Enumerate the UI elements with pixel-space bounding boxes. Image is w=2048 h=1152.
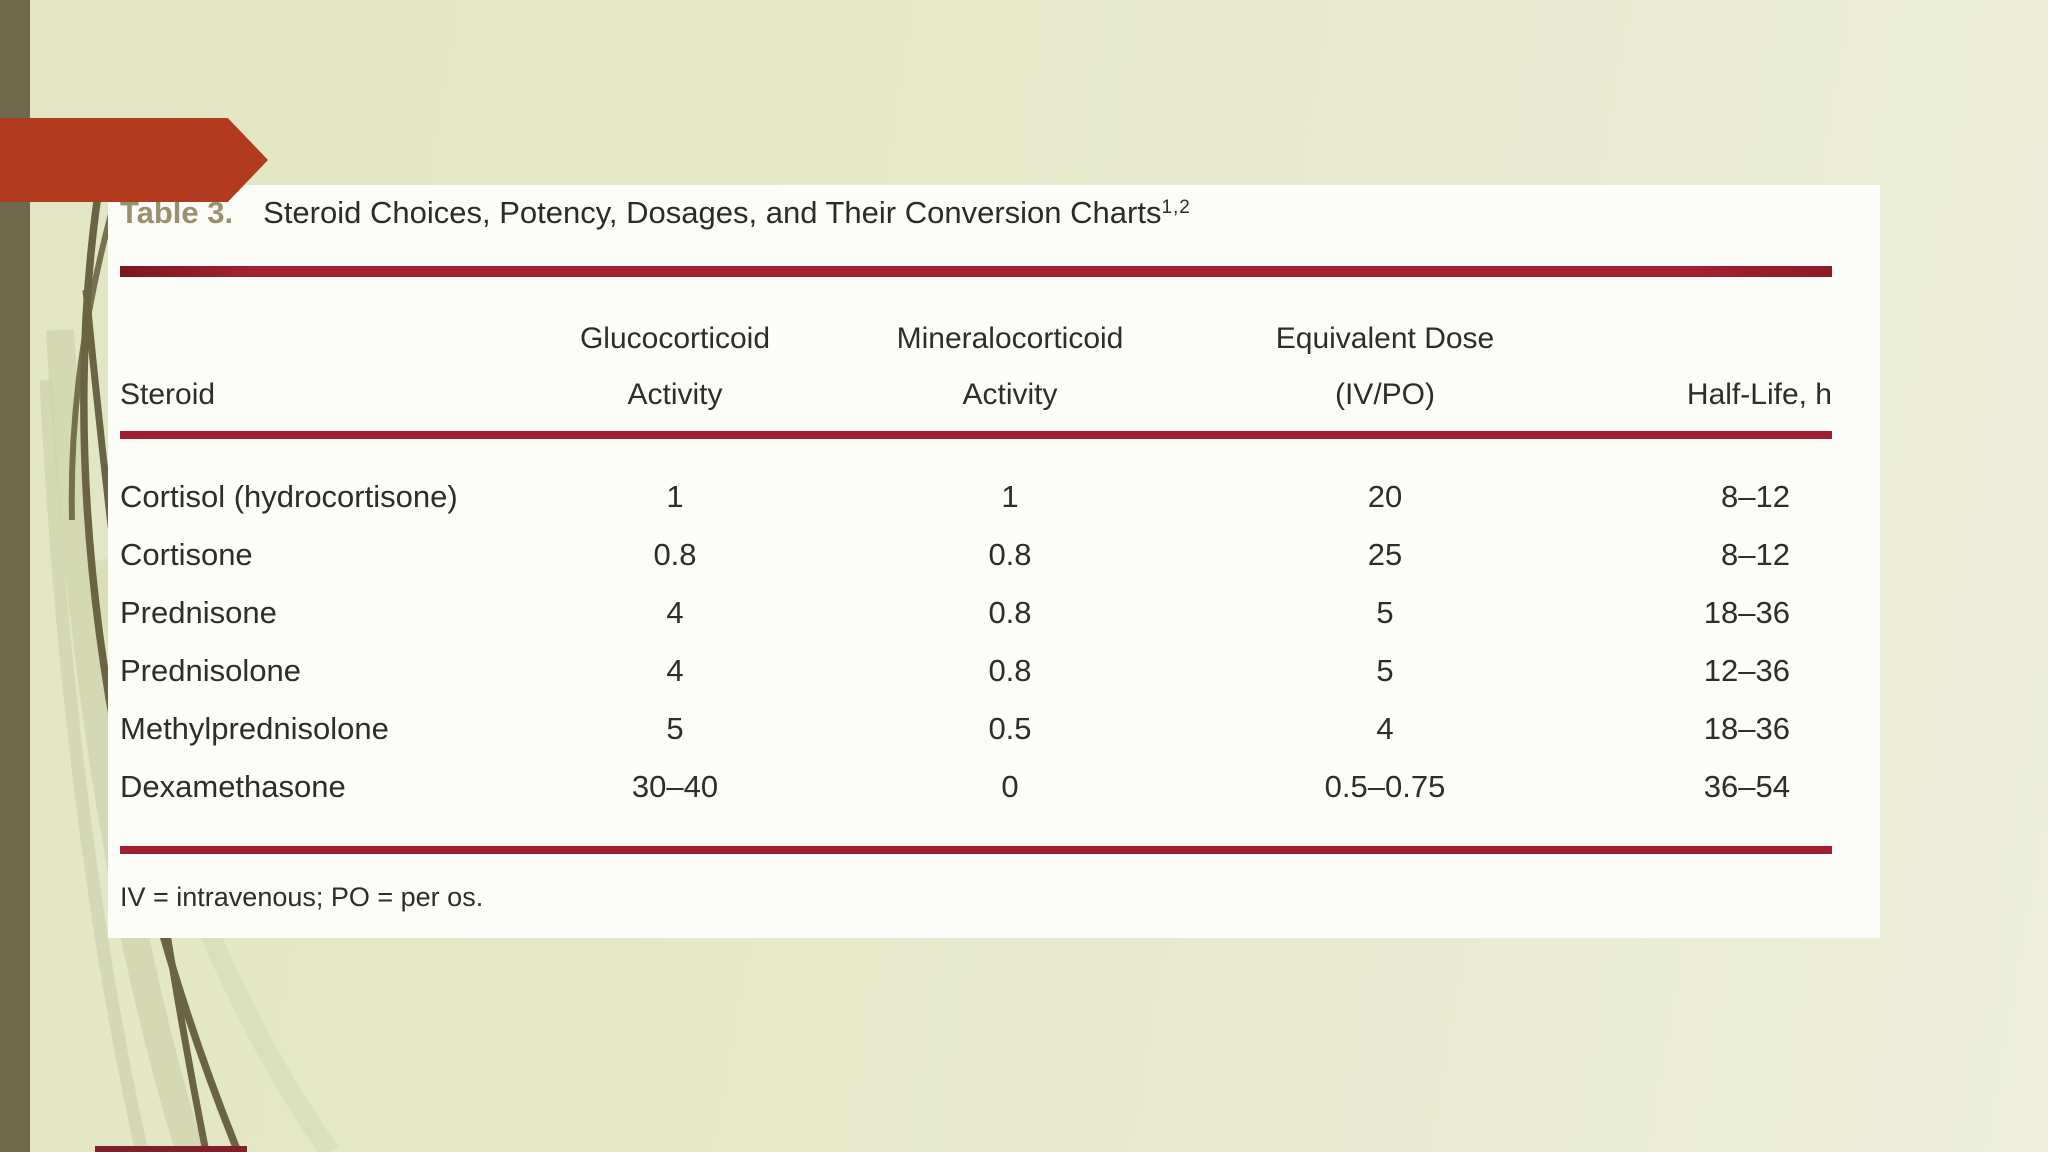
table-cell: 18–36 xyxy=(1703,711,1790,746)
table-title-row: Table 3. Steroid Choices, Potency, Dosage… xyxy=(120,195,1880,236)
table-row: Dexamethasone 30–40 0 0.5–0.75 36–54 xyxy=(120,758,1832,850)
table-cell: 5 xyxy=(1376,595,1394,630)
red-arrow-banner xyxy=(0,118,268,202)
table-cell: 25 xyxy=(1367,537,1403,572)
table-cell: 0.8 xyxy=(988,595,1032,630)
table-cell: 1 xyxy=(1001,479,1019,514)
table-cell: 1 xyxy=(666,479,684,514)
table-cell: 0.8 xyxy=(988,537,1032,572)
header-line: Half-Life, h xyxy=(1686,378,1832,411)
column-header-equivalent-dose: Equivalent Dose (IV/PO) xyxy=(1190,277,1580,435)
table-cell: 5 xyxy=(666,711,684,746)
header-line: Mineralocorticoid xyxy=(896,322,1124,355)
column-header-half-life: Half-Life, h xyxy=(1580,277,1832,435)
table-row: Methylprednisolone 5 0.5 4 18–36 xyxy=(120,700,1832,758)
table-cell: Methylprednisolone xyxy=(120,711,389,746)
table-cell: 0.8 xyxy=(988,653,1032,688)
header-line: (IV/PO) xyxy=(1334,378,1435,411)
header-line: Activity xyxy=(962,378,1058,411)
table-row: Prednisolone 4 0.8 5 12–36 xyxy=(120,642,1832,700)
table-cell: 8–12 xyxy=(1721,479,1790,514)
table-cell: 12–36 xyxy=(1703,653,1790,688)
table-title-superscript: 1,2 xyxy=(1161,197,1191,218)
table-footnote: IV = intravenous; PO = per os. xyxy=(120,882,484,912)
table-row: Cortisol (hydrocortisone) 1 1 20 8–12 xyxy=(120,435,1832,526)
table-cell: 36–54 xyxy=(1703,769,1790,804)
steroid-table: Steroid Glucocorticoid Activity Mineralo… xyxy=(120,277,1832,854)
table-body: Cortisol (hydrocortisone) 1 1 20 8–12 Cortiso… xyxy=(120,435,1832,850)
table-row: Prednisone 4 0.8 5 18–36 xyxy=(120,584,1832,642)
table-cell: Cortisone xyxy=(120,537,253,572)
table-cell: Prednisolone xyxy=(120,653,301,688)
table-cell: 0.8 xyxy=(653,537,697,572)
bottom-accent-mark xyxy=(95,1146,247,1152)
table-cell: Cortisol (hydrocortisone) xyxy=(120,479,458,514)
column-header-glucocorticoid-activity: Glucocorticoid Activity xyxy=(520,277,830,435)
table-rule-top xyxy=(120,266,1832,277)
table-cell: Dexamethasone xyxy=(120,769,346,804)
table-cell: 30–40 xyxy=(631,769,719,804)
table-cell: 8–12 xyxy=(1721,537,1790,572)
table-cell: 4 xyxy=(1376,711,1394,746)
header-line: Steroid xyxy=(120,378,216,411)
table-cell: 0.5–0.75 xyxy=(1324,769,1446,804)
header-line: Equivalent Dose xyxy=(1275,322,1495,355)
table-cell: 0.5 xyxy=(988,711,1032,746)
table-cell: 5 xyxy=(1376,653,1394,688)
column-header-steroid: Steroid xyxy=(120,277,520,435)
table-cell: 18–36 xyxy=(1703,595,1790,630)
header-line: Activity xyxy=(627,378,723,411)
table-cell: Prednisone xyxy=(120,595,277,630)
header-line: Glucocorticoid xyxy=(579,322,771,355)
table-cell: 4 xyxy=(666,653,684,688)
table-title: Steroid Choices, Potency, Dosages, and T… xyxy=(263,195,1162,230)
table-cell: 0 xyxy=(1001,769,1019,804)
table-cell: 4 xyxy=(666,595,684,630)
table-header: Steroid Glucocorticoid Activity Mineralo… xyxy=(120,277,1832,435)
table-cell: 20 xyxy=(1367,479,1403,514)
table-panel: Table 3. Steroid Choices, Potency, Dosage… xyxy=(108,185,1880,938)
table-row: Cortisone 0.8 0.8 25 8–12 xyxy=(120,526,1832,584)
column-header-mineralocorticoid-activity: Mineralocorticoid Activity xyxy=(830,277,1190,435)
